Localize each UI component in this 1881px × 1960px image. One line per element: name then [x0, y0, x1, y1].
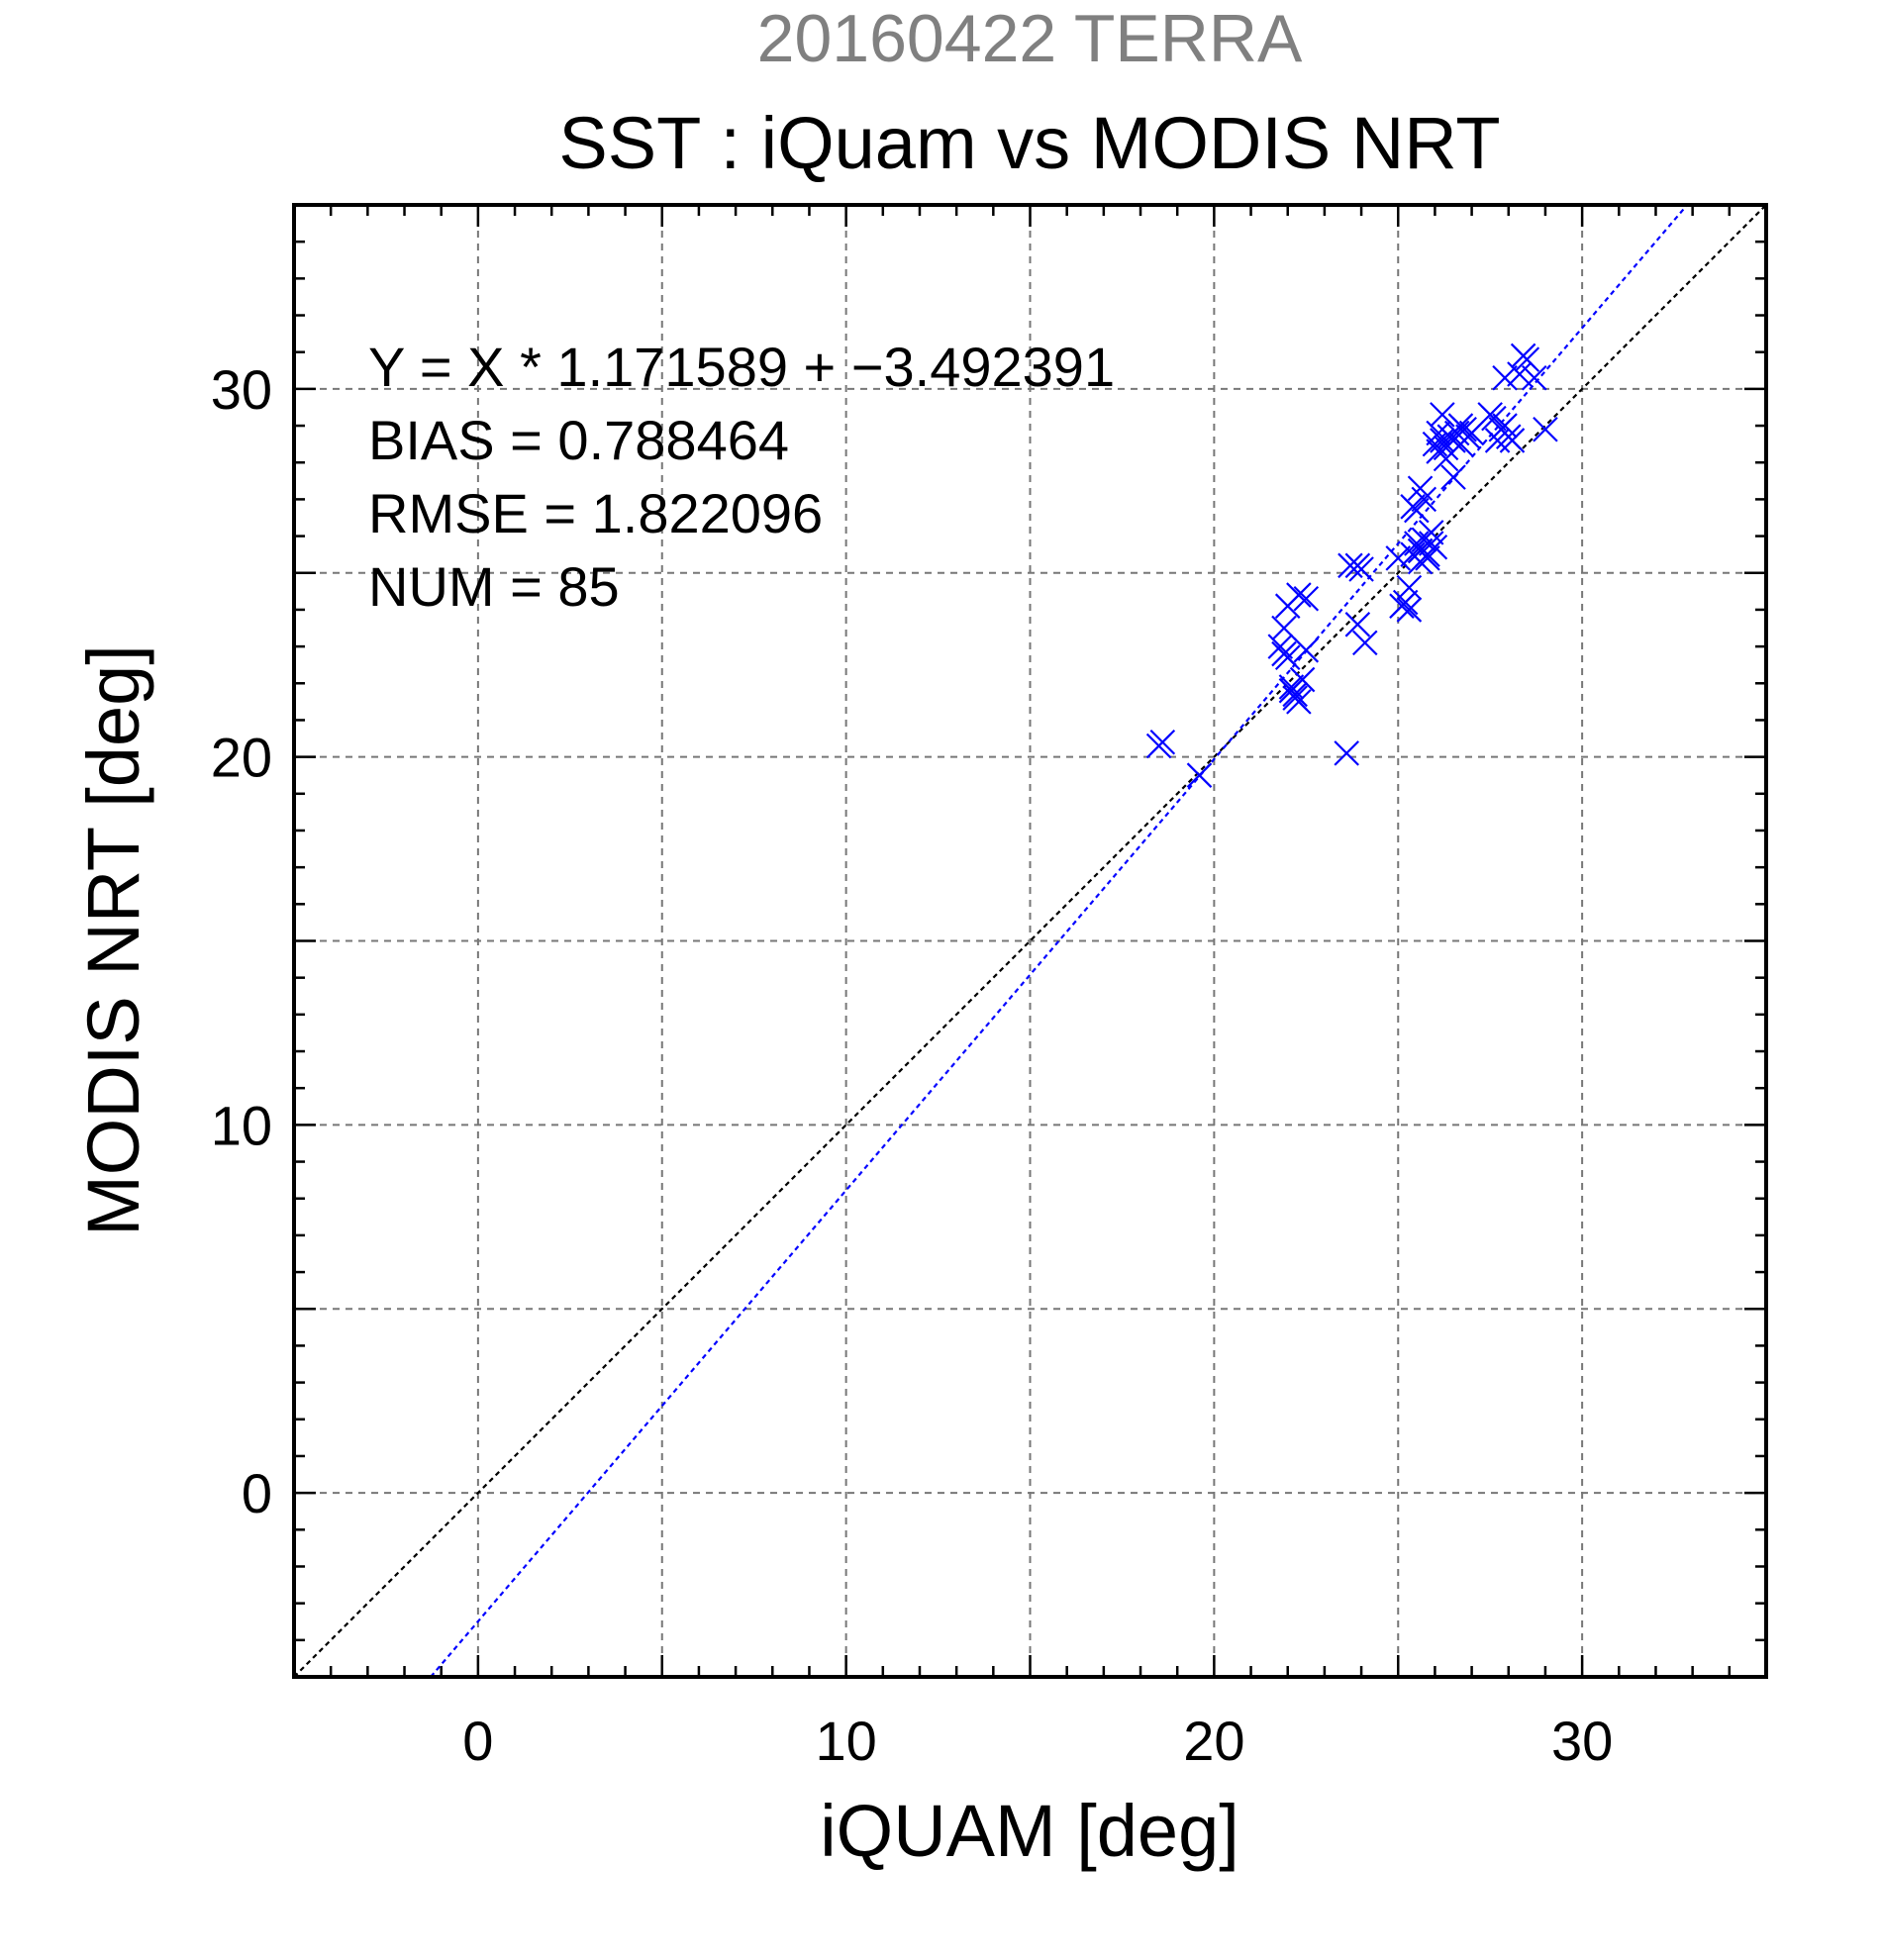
stats-line: BIAS = 0.788464	[368, 409, 789, 471]
data-point-stroke	[1426, 420, 1451, 446]
data-point	[1286, 689, 1312, 715]
data-point-stroke	[1267, 634, 1294, 659]
data-point-stroke	[1392, 589, 1419, 616]
stats-line: RMSE = 1.822096	[368, 482, 823, 544]
data-point	[1396, 574, 1423, 601]
stats-annotation: Y = X * 1.171589 + −3.492391 BIAS = 0.788…	[368, 336, 1115, 618]
data-point	[1481, 405, 1507, 432]
data-point-stroke	[1514, 346, 1540, 372]
data-point	[1286, 582, 1312, 608]
data-point-stroke	[1533, 416, 1558, 442]
data-point	[1404, 497, 1430, 524]
data-point	[1522, 364, 1547, 391]
data-point	[1385, 545, 1412, 571]
data-point	[1411, 486, 1437, 513]
data-point-stroke	[1293, 637, 1320, 663]
data-point-stroke	[1274, 644, 1301, 671]
data-point-stroke	[1282, 681, 1308, 708]
regression-line	[430, 204, 1689, 1678]
data-point-stroke	[1293, 585, 1320, 612]
data-point	[1289, 666, 1316, 693]
data-point	[1440, 464, 1466, 490]
y-tick-label: 10	[211, 1094, 272, 1156]
data-point-stroke	[1447, 431, 1474, 457]
data-point-stroke	[1348, 556, 1374, 582]
data-point-stroke	[1385, 545, 1412, 571]
data-point	[1418, 520, 1444, 545]
data-point	[1267, 634, 1294, 659]
data-point	[1392, 589, 1419, 616]
data-point-stroke	[1271, 615, 1297, 641]
data-point-stroke	[1404, 497, 1430, 524]
data-point	[1396, 597, 1423, 623]
data-point-stroke	[1481, 405, 1507, 432]
data-point	[1186, 762, 1213, 788]
x-tick-label: 30	[1551, 1710, 1613, 1772]
data-point-stroke	[1492, 364, 1518, 391]
data-point	[1145, 733, 1172, 759]
data-point	[1451, 416, 1477, 442]
data-point	[1447, 431, 1474, 457]
data-point	[1352, 630, 1378, 656]
stats-line: Y = X * 1.171589 + −3.492391	[368, 336, 1115, 398]
data-point-stroke	[1522, 364, 1547, 391]
y-axis-label: MODIS NRT [deg]	[72, 644, 154, 1236]
data-point	[1271, 615, 1297, 641]
y-tick-label: 0	[242, 1462, 272, 1524]
data-point	[1415, 545, 1440, 571]
y-tick-label: 30	[211, 358, 272, 421]
data-point-stroke	[1422, 534, 1448, 560]
stats-line: NUM = 85	[368, 555, 620, 618]
x-tick-label: 20	[1183, 1710, 1244, 1772]
data-point-stroke	[1289, 666, 1316, 693]
data-point-stroke	[1418, 520, 1444, 545]
data-point-stroke	[1352, 630, 1378, 656]
data-point-stroke	[1492, 413, 1518, 439]
data-point	[1430, 402, 1455, 428]
data-points	[1145, 343, 1558, 788]
reference-lines	[293, 204, 1767, 1678]
data-point-stroke	[1278, 674, 1305, 700]
plot-frame	[292, 203, 1768, 1679]
grid-lines	[294, 205, 1766, 1677]
data-point-stroke	[1286, 582, 1312, 608]
data-point	[1422, 534, 1448, 560]
chart-supertitle: 20160422 TERRA	[757, 1, 1303, 76]
data-point	[1293, 637, 1320, 663]
data-point	[1533, 416, 1558, 442]
data-point-stroke	[1407, 475, 1434, 502]
data-point	[1499, 428, 1526, 453]
y-tick-label: 20	[211, 727, 272, 789]
x-tick-label: 0	[462, 1710, 493, 1772]
data-point	[1514, 346, 1540, 372]
data-point-stroke	[1430, 402, 1455, 428]
data-point-stroke	[1334, 740, 1359, 766]
data-point-stroke	[1286, 689, 1312, 715]
data-point-stroke	[1145, 733, 1172, 759]
data-point-stroke	[1344, 612, 1371, 637]
data-point-stroke	[1186, 762, 1213, 788]
data-point-stroke	[1451, 416, 1477, 442]
data-point-stroke	[1440, 464, 1466, 490]
data-point-stroke	[1411, 486, 1437, 513]
x-axis-label: iQUAM [deg]	[820, 1790, 1239, 1872]
data-point	[1274, 644, 1301, 671]
data-point-stroke	[1415, 545, 1440, 571]
data-point	[1293, 585, 1320, 612]
data-point-stroke	[1396, 597, 1423, 623]
data-point	[1344, 612, 1371, 637]
data-point-stroke	[1337, 552, 1363, 579]
data-point	[1334, 740, 1359, 766]
data-point-stroke	[1507, 361, 1533, 387]
x-tick-label: 10	[815, 1710, 876, 1772]
x-tick-labels: 0 10 20 30	[462, 1710, 1613, 1772]
data-point-stroke	[1499, 428, 1526, 453]
data-point	[1282, 681, 1308, 708]
chart-title: SST : iQuam vs MODIS NRT	[558, 102, 1500, 184]
data-point	[1492, 364, 1518, 391]
y-tick-labels: 0 10 20 30	[211, 358, 272, 1524]
data-point	[1348, 556, 1374, 582]
data-point-stroke	[1396, 574, 1423, 601]
